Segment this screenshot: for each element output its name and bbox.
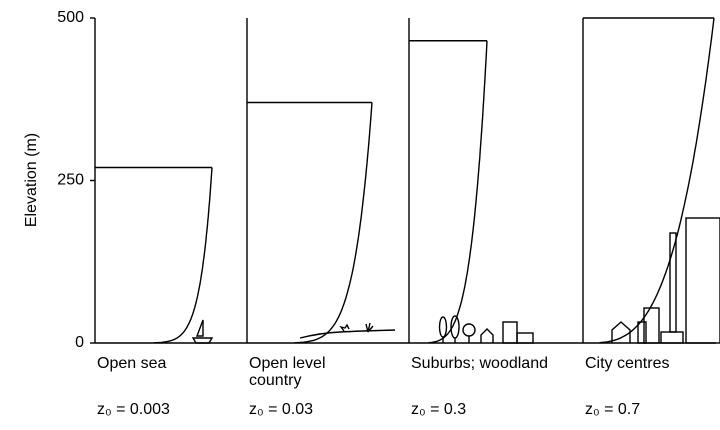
terrain-label: City centres — [585, 355, 670, 372]
boat-icon — [191, 319, 214, 344]
grass-icon — [299, 322, 396, 339]
y-tick-label: 250 — [57, 172, 84, 189]
roughness-label: z₀ = 0.003 — [97, 401, 170, 418]
buildings-icon — [611, 217, 720, 344]
terrain-label: Open sea — [97, 355, 167, 372]
wind-profile — [599, 17, 715, 344]
roughness-label: z₀ = 0.7 — [585, 401, 641, 418]
wind-profile — [294, 102, 373, 344]
wind-profile — [428, 40, 488, 344]
trees-houses-icon — [438, 315, 534, 344]
terrain-label: Suburbs; woodland — [411, 355, 548, 372]
y-tick-label: 500 — [57, 9, 84, 26]
roughness-label: z₀ = 0.3 — [411, 401, 467, 418]
y-tick-label: 0 — [75, 334, 84, 351]
terrain-label: Open level country — [249, 355, 326, 389]
wind-profile — [153, 167, 213, 344]
roughness-label: z₀ = 0.03 — [249, 401, 314, 418]
y-axis-label: Elevation (m) — [23, 133, 40, 227]
